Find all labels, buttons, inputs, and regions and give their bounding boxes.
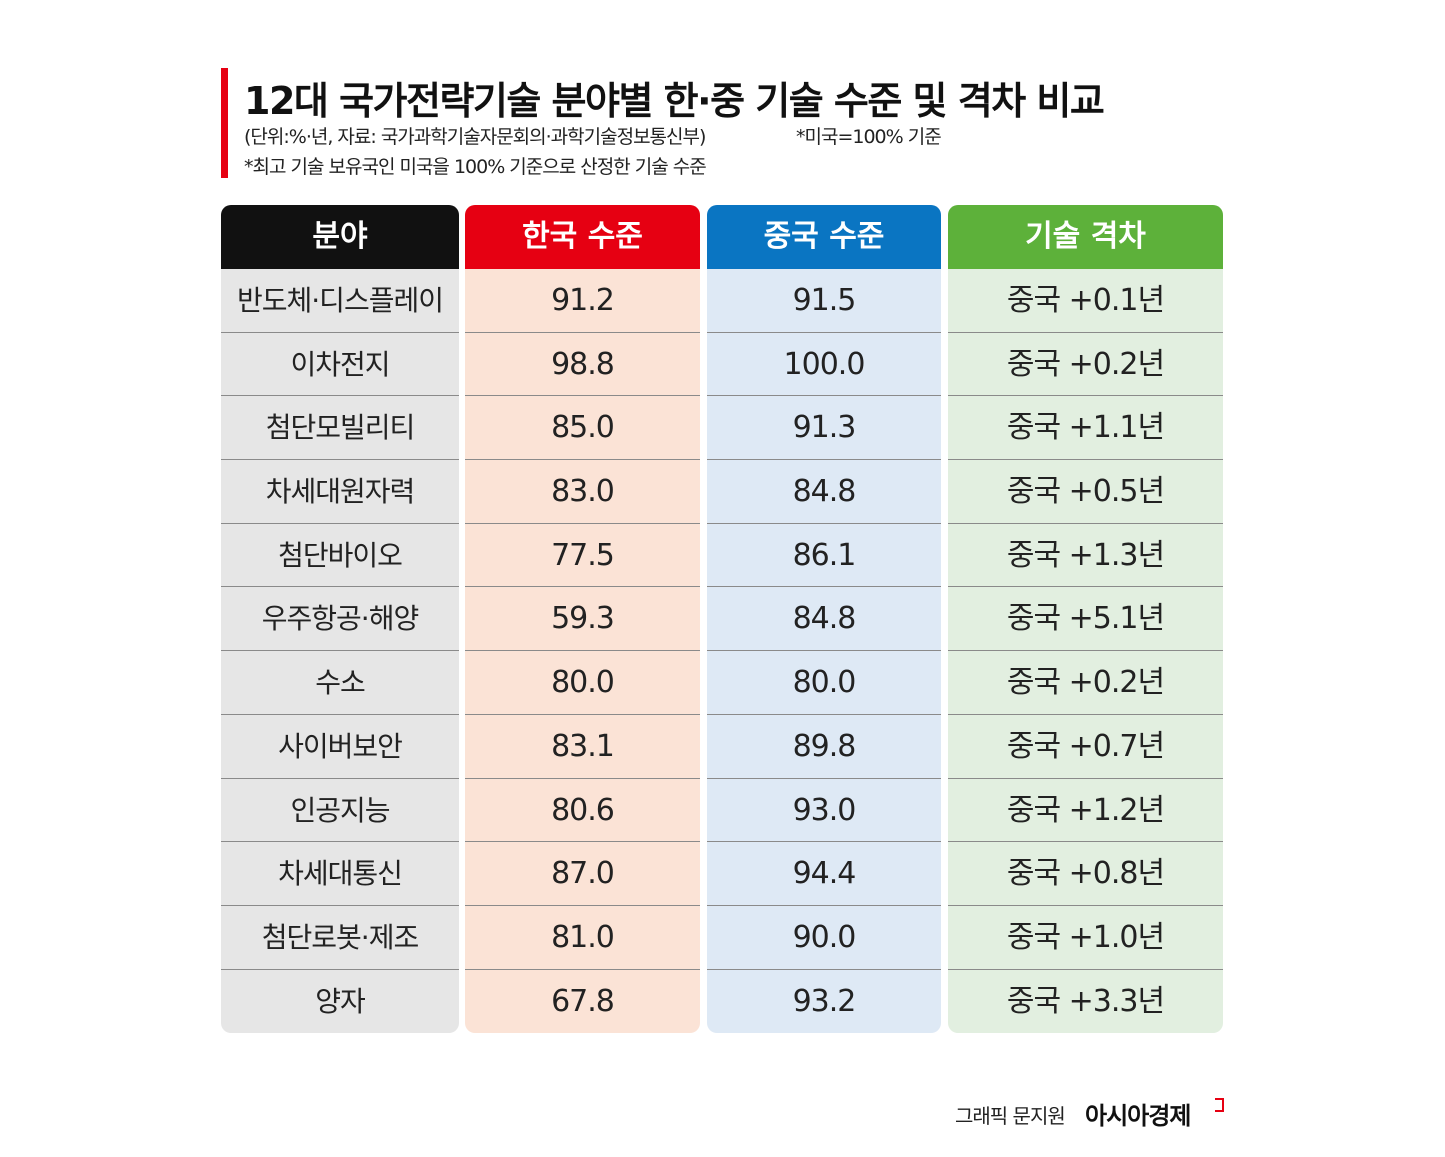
table-cell: 인공지능 [221, 779, 459, 843]
table-cell: 양자 [315, 984, 366, 1018]
table-cell: 86.1 [707, 524, 941, 588]
base-note: *미국=100% 기준 [796, 126, 942, 148]
table-cell: 수소 [221, 651, 459, 715]
brand-mark [1215, 1098, 1224, 1112]
table-cell: 59.3 [465, 587, 700, 652]
table-cell: 84.8 [707, 587, 941, 652]
table-column: 분야 반도체·디스플레이 이차전지 첨단모빌리티 차세대원자력 첨단바이오 우주항공·해양 수… [221, 205, 459, 1033]
table-cell: 중국 +0.2년 [948, 333, 1223, 397]
table-cell: 차세대통신 [221, 842, 459, 906]
table-cell: 89.8 [707, 715, 941, 779]
table-cell: 중국 +3.3년 [1006, 983, 1165, 1019]
credit: 그래픽 문지원 [955, 1104, 1066, 1128]
table-cell: 중국 +0.7년 [948, 715, 1223, 779]
table-cell: 반도체·디스플레이 [221, 269, 459, 333]
brand: 아시아경제 [1085, 1102, 1191, 1130]
table-cell: 중국 +0.2년 [948, 651, 1223, 715]
table-cell: 사이버보안 [221, 715, 459, 779]
accent-bar [221, 68, 228, 178]
table-cell: 81.0 [465, 906, 700, 970]
table-cell: 67.8 [551, 983, 615, 1019]
table-cell: 중국 +0.8년 [948, 842, 1223, 906]
table-cell: 84.8 [707, 460, 941, 524]
table-cell: 91.3 [707, 396, 941, 461]
header-cell: 분야 [221, 205, 459, 269]
header-cell: 중국 수준 [707, 205, 941, 269]
table-cell: 91.5 [707, 269, 941, 333]
table-column: 기술 격차 중국 +0.1년 중국 +0.2년 중국 +1.1년 중국 +0.5년 중국 … [948, 205, 1223, 1033]
table-cell: 93.0 [707, 779, 941, 843]
table-cell: 중국 +1.2년 [948, 779, 1223, 843]
table-cell: 91.2 [465, 269, 700, 333]
header-cell: 기술 격차 [948, 205, 1223, 269]
table-cell: 중국 +5.1년 [948, 587, 1223, 652]
footnote: *최고 기술 보유국인 미국을 100% 기준으로 산정한 기술 수준 [244, 156, 707, 178]
table-cell: 중국 +1.0년 [948, 906, 1223, 970]
table-cell: 중국 +0.1년 [948, 269, 1223, 333]
table-cell: 80.0 [707, 651, 941, 715]
table-cell: 87.0 [465, 842, 700, 906]
table-column: 한국 수준 91.2 98.8 85.0 83.0 77.5 59.3 80.0 83.1 80.… [465, 205, 700, 1033]
table-cell: 94.4 [707, 842, 941, 906]
table-cell: 90.0 [707, 906, 941, 970]
table-cell: 80.6 [465, 779, 700, 843]
table-cell: 첨단바이오 [221, 524, 459, 588]
table-cell: 이차전지 [221, 333, 459, 397]
unit-note: (단위:%·년, 자료: 국가과학기술자문회의·과학기술정보통신부) [244, 126, 706, 148]
table-cell: 85.0 [465, 396, 700, 461]
table-cell: 중국 +0.5년 [948, 460, 1223, 524]
table-cell: 중국 +1.1년 [948, 396, 1223, 461]
title: 12대 국가전략기술 분야별 한·중 기술 수준 및 격차 비교 [244, 79, 1105, 123]
table-cell: 중국 +1.3년 [948, 524, 1223, 588]
table-column: 중국 수준 91.5 100.0 91.3 84.8 86.1 84.8 80.0 89.8 93… [707, 205, 941, 1033]
table-cell: 차세대원자력 [221, 460, 459, 524]
table-cell: 우주항공·해양 [221, 587, 459, 652]
table-cell: 첨단로봇·제조 [221, 906, 459, 970]
header-cell: 한국 수준 [465, 205, 700, 269]
table-cell: 83.0 [465, 460, 700, 524]
table-cell: 77.5 [465, 524, 700, 588]
table-cell: 100.0 [707, 333, 941, 397]
table-cell: 첨단모빌리티 [221, 396, 459, 461]
table-cell: 83.1 [465, 715, 700, 779]
table-cell: 93.2 [792, 983, 857, 1019]
table-cell: 98.8 [465, 333, 700, 397]
table-cell: 80.0 [465, 651, 700, 715]
